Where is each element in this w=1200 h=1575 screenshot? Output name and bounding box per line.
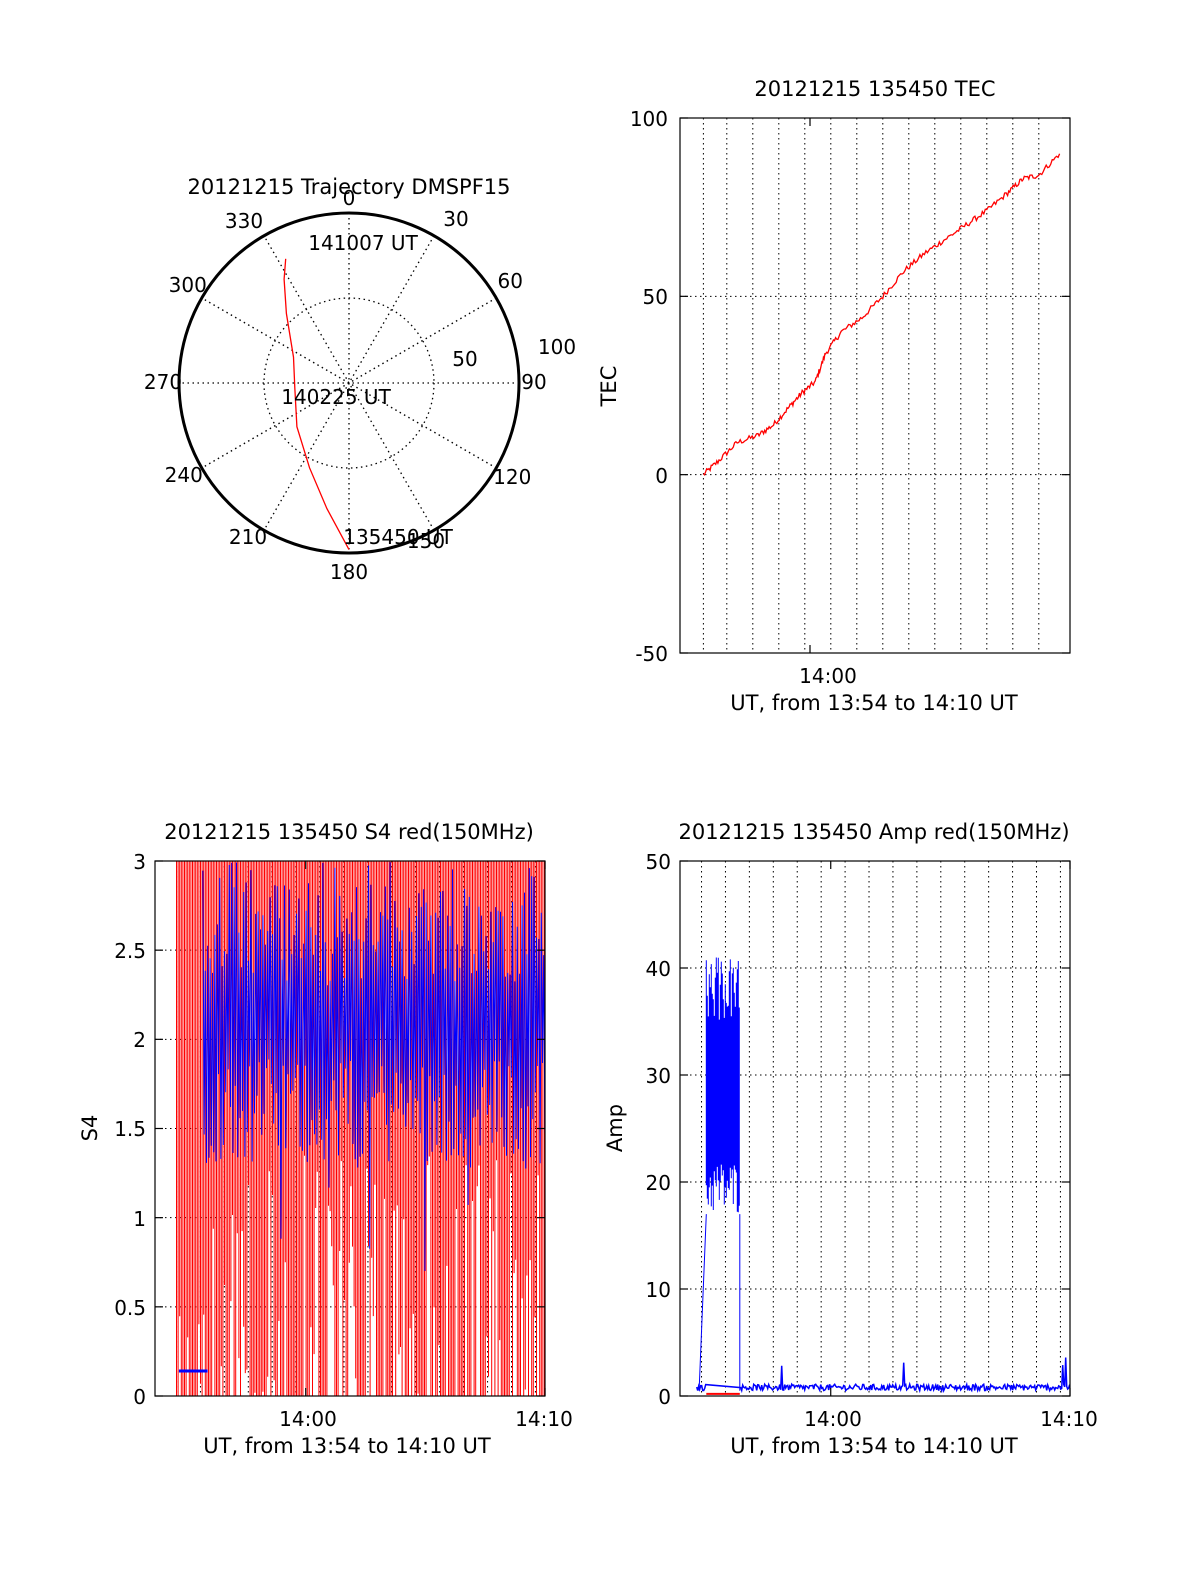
azimuth-label: 180: [330, 560, 368, 584]
polar-spoke: [263, 235, 435, 531]
s4-blue-series: [202, 862, 546, 1272]
tec-series-line: [702, 153, 1061, 476]
s4-ytick-label: 0.5: [114, 1296, 146, 1320]
trajectory-annotation: 135450 UT: [343, 525, 453, 549]
s4-xlabel: UT, from 13:54 to 14:10 UT: [203, 1434, 491, 1458]
amp-frame: [679, 860, 1071, 1397]
amp-ytick-label: 50: [646, 850, 671, 874]
tec-xlabel: UT, from 13:54 to 14:10 UT: [730, 691, 1018, 715]
s4-ytick-label: 1: [133, 1207, 146, 1231]
trajectory-track: [283, 258, 350, 550]
amp-xtick-label: 14:00: [804, 1407, 862, 1431]
tec-ylabel: TEC: [597, 366, 621, 408]
amp-ylabel: Amp: [603, 1104, 627, 1152]
trajectory-annotation: 140225 UT: [281, 385, 391, 409]
amp-ytick-label: 0: [658, 1385, 671, 1409]
tec-xtick-label: 14:00: [799, 664, 857, 688]
s4-title: 20121215 135450 S4 red(150MHz): [164, 820, 534, 844]
s4-ticks: [155, 860, 546, 1397]
trajectory-plot: 20121215 Trajectory DMSPF15 0 30 60 90 1…: [144, 175, 576, 584]
amp-ytick-label: 20: [646, 1171, 671, 1195]
azimuth-label: 240: [165, 463, 203, 487]
tec-grid: [680, 117, 1070, 654]
amp-plot: 20121215 135450 Amp red(150MHz) 50 40 30…: [603, 820, 1098, 1458]
tec-ytick-label: -50: [635, 642, 668, 666]
tec-ytick-label: 0: [655, 464, 668, 488]
radial-label: 50: [452, 347, 477, 371]
amp-title: 20121215 135450 Amp red(150MHz): [678, 820, 1069, 844]
amp-blue-burst-series: [698, 957, 741, 1391]
s4-ylabel: S4: [78, 1115, 102, 1142]
azimuth-label: 90: [521, 370, 546, 394]
trajectory-title: 20121215 Trajectory DMSPF15: [187, 175, 510, 199]
s4-ytick-label: 2.5: [114, 939, 146, 963]
s4-ytick-label: 3: [133, 850, 146, 874]
azimuth-label: 210: [229, 525, 267, 549]
polar-azimuth-labels: 0 30 60 90 120 150 180 210 240 270 300 3…: [144, 186, 547, 584]
amp-ytick-label: 40: [646, 957, 671, 981]
amp-ytick-label: 10: [646, 1278, 671, 1302]
azimuth-label: 300: [169, 273, 207, 297]
s4-ytick-label: 1.5: [114, 1117, 146, 1141]
amp-ticks: [680, 860, 1071, 1397]
tec-ytick-label: 50: [643, 285, 668, 309]
s4-ytick-label: 0: [133, 1385, 146, 1409]
radial-label: 100: [538, 335, 576, 359]
s4-xtick-label: 14:00: [279, 1407, 337, 1431]
azimuth-label: 0: [343, 186, 356, 210]
trajectory-annotation: 141007 UT: [308, 231, 418, 255]
s4-plot: 20121215 135450 S4 red(150MHz) 3 2.5 2 1…: [78, 820, 573, 1458]
azimuth-label: 60: [497, 269, 522, 293]
azimuth-label: 270: [144, 370, 182, 394]
polar-outer-ring: [177, 211, 521, 555]
tec-title: 20121215 135450 TEC: [754, 77, 995, 101]
amp-xlabel: UT, from 13:54 to 14:10 UT: [730, 1434, 1018, 1458]
amp-ytick-label: 30: [646, 1064, 671, 1088]
azimuth-label: 150: [407, 529, 445, 553]
amp-blue-baseline-series: [695, 1357, 1071, 1394]
polar-grid: [179, 213, 519, 553]
tec-ytick-label: 100: [630, 107, 668, 131]
tec-plot: 20121215 135450 TEC 100 50 0 -50 14:00 U…: [597, 77, 1071, 715]
azimuth-label: 120: [493, 465, 531, 489]
tec-frame: [679, 117, 1071, 654]
s4-xtick-label: 14:10: [515, 1407, 573, 1431]
tec-ticks: [680, 117, 1070, 654]
azimuth-label: 30: [443, 207, 468, 231]
amp-xtick-label: 14:10: [1040, 1407, 1098, 1431]
s4-ytick-label: 2: [133, 1028, 146, 1052]
azimuth-label: 330: [225, 209, 263, 233]
